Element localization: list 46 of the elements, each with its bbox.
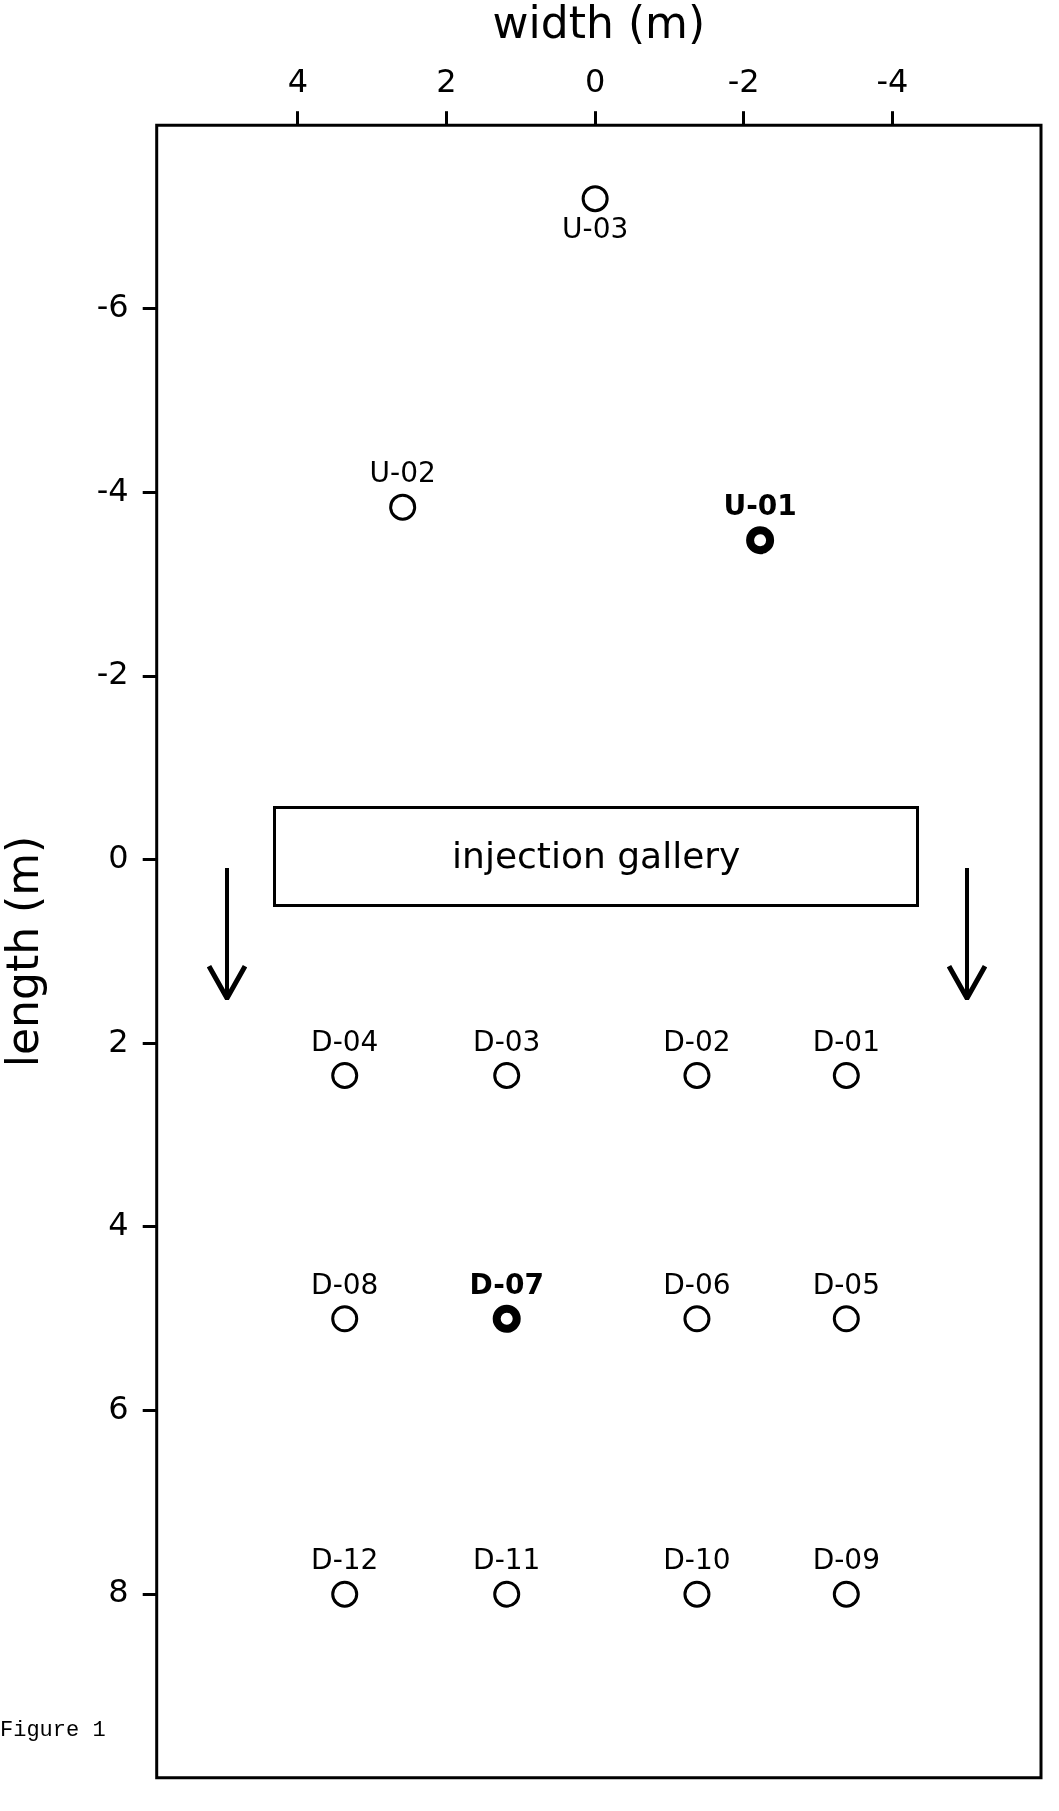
y-tick-label: -4 [96,470,129,509]
x-tick-label: 0 [584,62,606,101]
annotation: D-07 [469,1268,544,1302]
point [581,185,609,213]
annotation: D-11 [473,1543,541,1577]
point [331,1061,359,1089]
y-tick-label: -2 [96,654,129,693]
x-tick-label: 4 [287,62,309,101]
annotation: D-05 [812,1268,880,1302]
y-tick-label: 8 [108,1572,129,1611]
annotation: D-09 [812,1543,880,1577]
point [683,1580,711,1608]
point [832,1305,860,1333]
annotation: D-01 [812,1024,880,1058]
y-tick-label: -6 [96,287,129,326]
point [389,493,417,521]
point [331,1305,359,1333]
point [331,1580,359,1608]
y-tick-label: 2 [108,1021,129,1060]
annotation: U-01 [723,489,797,523]
x-tick-label: -4 [876,62,909,101]
x-tick-label: 2 [436,62,457,101]
annotation: D-10 [663,1543,731,1577]
point [492,1304,521,1333]
point [493,1061,521,1089]
annotation: D-02 [663,1024,731,1058]
point [832,1580,860,1608]
annotation: D-04 [311,1024,379,1058]
y-tick-label: 0 [108,838,129,876]
point [683,1305,711,1333]
caption: Figure 1 [0,1717,106,1743]
x-axis-title: width (m) [492,0,706,48]
annotation: U-03 [562,211,629,245]
annotation: D-08 [311,1268,379,1302]
annotation: D-12 [311,1543,379,1577]
y-tick-label: 4 [108,1205,129,1244]
point [683,1061,711,1089]
x-tick-label: -2 [727,62,760,101]
y-tick-label: 6 [108,1388,129,1427]
point [832,1061,860,1089]
y-axis-title: length (m) [0,835,48,1068]
annotation: U-02 [369,456,436,490]
point [746,526,775,555]
annotation: D-06 [663,1268,731,1302]
point [493,1580,521,1608]
annotation: D-03 [473,1024,541,1058]
